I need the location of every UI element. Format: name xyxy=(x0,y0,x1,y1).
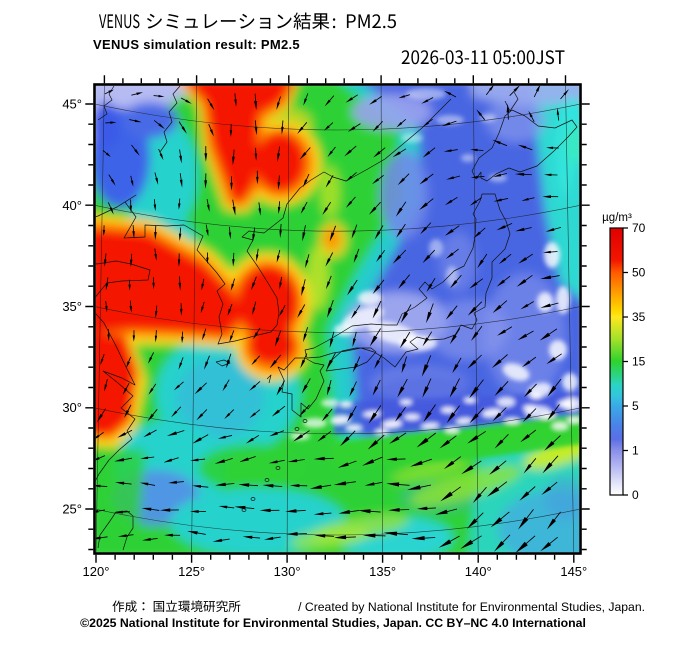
svg-text:145°: 145° xyxy=(560,564,587,579)
svg-text:VENUS simulation result: PM2.5: VENUS simulation result: PM2.5 xyxy=(93,37,300,52)
svg-text:©2025 National Institute for E: ©2025 National Institute for Environment… xyxy=(80,616,586,630)
svg-text:120°: 120° xyxy=(83,564,110,579)
svg-text:140°: 140° xyxy=(465,564,492,579)
svg-text:35°: 35° xyxy=(62,299,82,314)
svg-text:50: 50 xyxy=(632,266,646,280)
svg-text:0: 0 xyxy=(632,488,639,502)
svg-text:45°: 45° xyxy=(62,97,82,112)
svg-text:130°: 130° xyxy=(274,564,301,579)
svg-text:70: 70 xyxy=(632,221,646,235)
svg-text:30°: 30° xyxy=(62,400,82,415)
svg-text:µg/m³: µg/m³ xyxy=(602,212,632,224)
svg-text:135°: 135° xyxy=(369,564,396,579)
svg-text:40°: 40° xyxy=(62,198,82,213)
svg-text:5: 5 xyxy=(632,399,639,413)
svg-text:1: 1 xyxy=(632,444,639,458)
svg-text:/ Created by National Institut: / Created by National Institute for Envi… xyxy=(298,600,645,614)
svg-text:15: 15 xyxy=(632,355,646,369)
svg-text:125°: 125° xyxy=(178,564,205,579)
svg-text:25°: 25° xyxy=(62,502,82,517)
svg-text:35: 35 xyxy=(632,310,646,324)
